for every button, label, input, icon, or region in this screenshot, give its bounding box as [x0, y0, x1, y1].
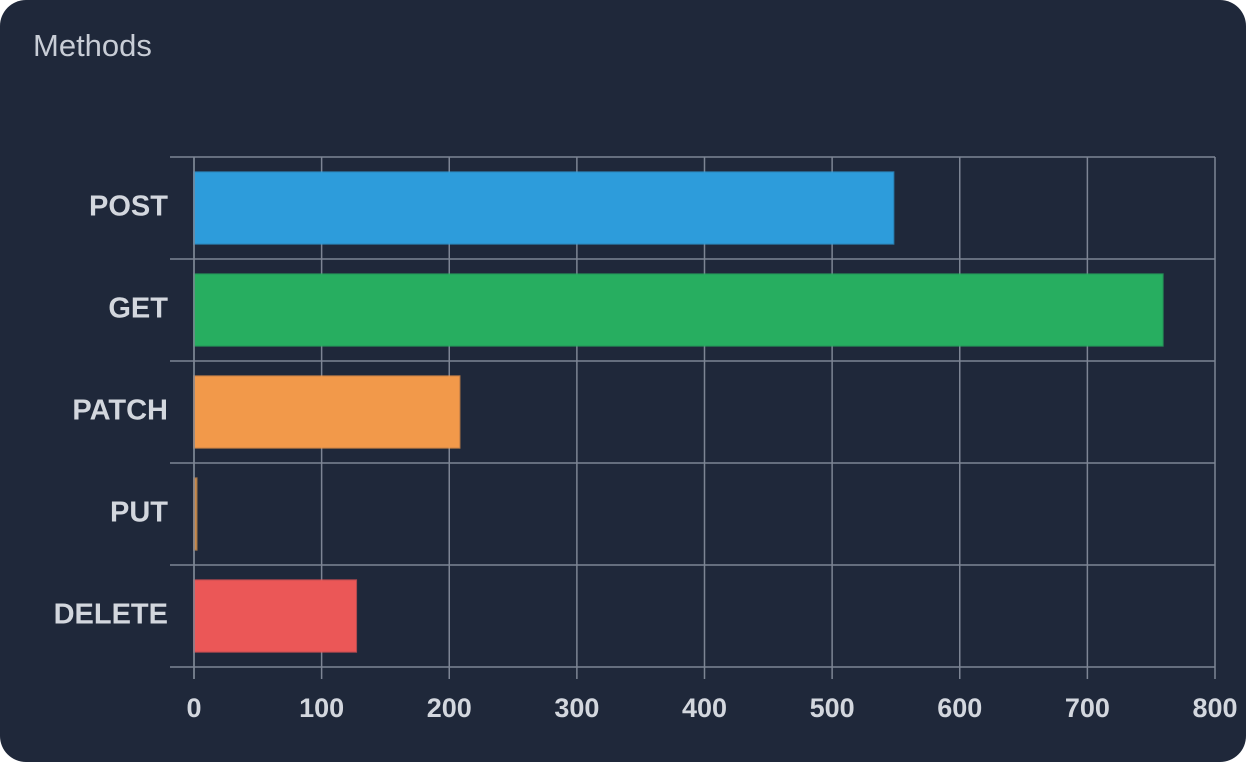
bar — [193, 375, 461, 449]
x-tick-label: 200 — [427, 693, 472, 723]
x-tick-label: 700 — [1065, 693, 1110, 723]
y-tick-label: GET — [108, 293, 168, 325]
x-tick-label: 400 — [682, 693, 727, 723]
y-tick-label: DELETE — [54, 599, 168, 631]
x-tick-label: 300 — [554, 693, 599, 723]
bar — [193, 171, 895, 245]
chart-title: Methods — [33, 28, 152, 63]
x-tick-label: 600 — [937, 693, 982, 723]
y-tick-label: POST — [89, 191, 168, 223]
x-tick-label: 100 — [299, 693, 344, 723]
x-tick-label: 800 — [1192, 693, 1237, 723]
bar — [193, 273, 1164, 347]
x-tick-label: 0 — [186, 693, 201, 723]
x-tick-label: 500 — [810, 693, 855, 723]
y-tick-label: PATCH — [72, 395, 168, 427]
bar — [193, 579, 358, 653]
y-tick-label: PUT — [110, 497, 168, 529]
